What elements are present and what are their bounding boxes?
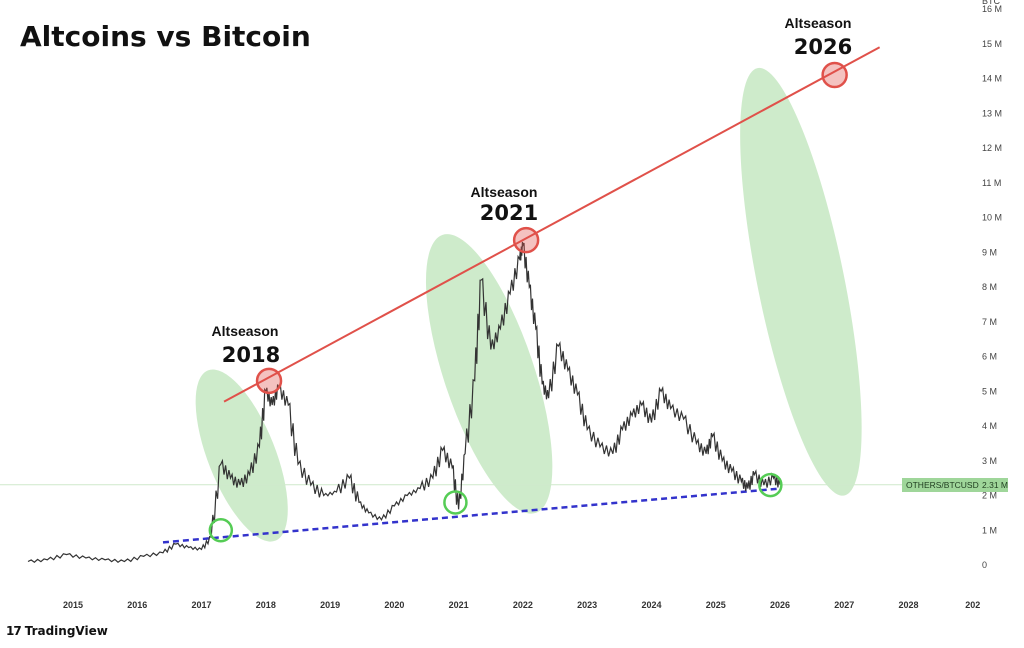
x-tick-label: 2028 <box>899 600 919 610</box>
y-tick-label: 4 M <box>982 421 997 431</box>
highlight-ellipse-3 <box>740 67 862 496</box>
y-tick-label: 13 M <box>982 108 1002 118</box>
x-tick-label: 2021 <box>449 600 469 610</box>
price-series-line <box>27 241 781 563</box>
y-tick-label: 7 M <box>982 317 997 327</box>
annotation-2021-year: 2021 <box>480 201 538 225</box>
peak-circle-1 <box>255 367 283 395</box>
annotation-2018-label: Altseason <box>212 323 279 339</box>
x-tick-label: 2019 <box>320 600 340 610</box>
y-tick-label: 16 M <box>982 4 1002 14</box>
trendlines <box>162 46 881 544</box>
y-tick-label: 2 M <box>982 491 997 501</box>
x-axis: 2015 2016 2017 2018 2019 2020 2021 2022 2023 2024… <box>63 600 980 610</box>
bottom-circle-1 <box>208 518 234 543</box>
circle-markers <box>208 61 848 543</box>
x-tick-label: 2020 <box>384 600 404 610</box>
y-axis: 0 1 M 2 M 3 M 4 M 5 M 6 M 7 M 8 M 9 M 10 M 11 M 12 M… <box>982 0 1002 570</box>
symbol-badge-name: OTHERS/BTCUSD <box>906 480 979 490</box>
y-tick-label: 5 M <box>982 386 997 396</box>
x-tick-label: 2027 <box>834 600 854 610</box>
annotation-2026-label: Altseason <box>785 15 852 31</box>
annotation-2021-label: Altseason <box>471 184 538 200</box>
highlight-ellipses <box>195 67 862 542</box>
symbol-badge-value: 2.31 M <box>982 480 1008 490</box>
x-tick-label: 2022 <box>513 600 533 610</box>
symbol-badge: OTHERS/BTCUSD 2.31 M <box>902 478 1008 492</box>
y-tick-label: 9 M <box>982 247 997 257</box>
x-tick-label: 2026 <box>770 600 790 610</box>
x-tick-label: 2017 <box>192 600 212 610</box>
y-tick-label: 1 M <box>982 525 997 535</box>
x-tick-label: 2016 <box>127 600 147 610</box>
x-tick-label: 2015 <box>63 600 83 610</box>
bottom-circle-3 <box>758 472 783 498</box>
annotation-2018-year: 2018 <box>222 343 280 367</box>
x-tick-label: 202 <box>965 600 980 610</box>
bottom-circle-2 <box>443 490 468 515</box>
chart-title: Altcoins vs Bitcoin <box>20 20 311 53</box>
highlight-ellipse-2 <box>425 234 553 514</box>
tradingview-brand-label: TradingView <box>24 624 108 638</box>
y-unit-label: BTC <box>982 0 1001 6</box>
x-tick-label: 2018 <box>256 600 276 610</box>
x-tick-label: 2025 <box>706 600 726 610</box>
symbol-badge-bg <box>902 478 1008 492</box>
y-tick-label: 11 M <box>982 178 1001 188</box>
tradingview-logo-icon: 17 <box>6 624 22 638</box>
y-tick-label: 0 <box>982 560 987 570</box>
y-tick-label: 8 M <box>982 282 997 292</box>
x-tick-label: 2023 <box>577 600 597 610</box>
y-tick-label: 6 M <box>982 352 997 362</box>
y-tick-label: 12 M <box>982 143 1002 153</box>
peak-circle-2 <box>512 226 540 254</box>
trendline-resistance <box>223 46 881 403</box>
y-tick-label: 14 M <box>982 74 1002 84</box>
highlight-ellipse-1 <box>195 369 288 542</box>
tradingview-brand: 17 TradingView <box>6 624 108 638</box>
annotation-2026-year: 2026 <box>794 35 852 59</box>
peak-circle-3 <box>821 61 848 89</box>
y-tick-label: 10 M <box>982 213 1002 223</box>
x-tick-label: 2024 <box>641 600 661 610</box>
trendline-support <box>162 487 781 544</box>
y-tick-label: 3 M <box>982 456 997 466</box>
y-tick-label: 15 M <box>982 39 1002 49</box>
